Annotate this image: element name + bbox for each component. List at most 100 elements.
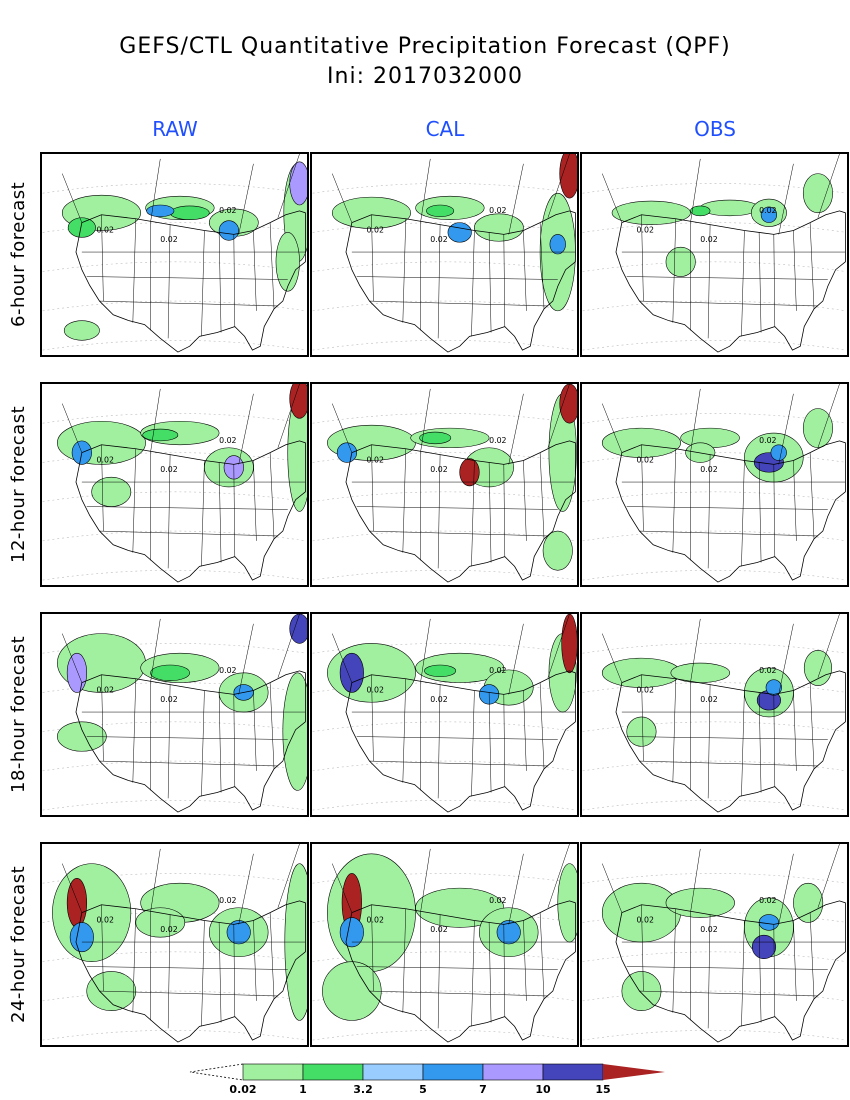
state-border [218,232,222,333]
precip-area [146,204,175,218]
latitude-line [582,340,847,351]
state-border [626,506,828,510]
contour-label: 0.02 [97,455,114,464]
state-border [508,623,524,695]
contour-label: 0.02 [160,235,177,244]
state-border [707,914,711,1029]
latitude-line [582,800,847,811]
state-border [758,462,762,563]
colorbar-tick-label: 10 [535,1083,551,1096]
precip-area [415,887,505,928]
map-svg: 0.02 0.02 0.02 [312,844,577,1043]
latitude-line [42,721,307,732]
precip-area [802,173,833,214]
contour-label: 0.02 [160,695,177,704]
map-panel-cal-6h: 0.02 0.02 0.02 [310,152,579,357]
state-border [602,863,623,913]
latitude-line [42,682,307,693]
state-border [793,460,797,541]
state-border [86,506,288,510]
state-border [269,682,275,769]
colorbar-tick-label: 15 [595,1083,610,1096]
precip-area [760,206,778,223]
state-border [602,403,623,453]
contour-label: 0.02 [700,235,717,244]
state-border [150,388,161,453]
country-outline [345,670,576,813]
state-border [99,990,278,997]
latitude-line [582,452,847,463]
state-border [793,920,797,1001]
state-border [602,173,623,223]
contour-label: 0.02 [700,925,717,934]
map-svg: 0.02 0.02 0.02 [42,614,307,813]
map-panel-raw-24h: 0.02 0.02 0.02 [40,842,309,1047]
state-border [62,173,83,223]
state-border [101,904,104,992]
precip-area [611,200,691,225]
precip-area [218,220,240,241]
latitude-line [312,452,577,463]
state-border [778,623,794,695]
contour-label: 0.02 [759,896,776,905]
state-border [99,530,278,537]
state-border [402,218,407,323]
map-panel-obs-12h: 0.02 0.02 0.02 [580,382,849,587]
state-border [626,966,828,970]
state-border [741,230,745,337]
state-border [503,924,506,1017]
state-border [218,922,222,1023]
contour-label: 0.02 [489,436,506,445]
state-border [277,154,300,218]
colorbar-lower-extension [189,1063,244,1081]
map-svg: 0.02 0.02 0.02 [582,154,847,353]
precip-area [665,246,696,277]
state-border [488,462,492,563]
latitude-line [42,800,307,811]
state-border [672,218,677,323]
contour-label: 0.02 [700,465,717,474]
precip-area [474,213,524,242]
precip-area [626,716,657,747]
state-border [369,300,548,307]
state-border [503,464,506,557]
contour-label: 0.02 [367,685,384,694]
precip-area [289,161,307,206]
state-border [253,690,257,771]
precip-area [770,444,787,461]
state-border [233,924,236,1017]
state-border [369,760,548,767]
state-border [773,924,776,1017]
state-border [508,393,524,465]
precip-area [339,917,364,948]
state-border [437,914,441,1029]
state-border [641,444,644,532]
state-border [626,276,828,280]
latitude-line [312,643,577,654]
latitude-line [42,873,307,884]
country-outline [615,900,846,1043]
state-border [167,224,171,339]
colorbar-tick-label: 3.2 [353,1083,373,1096]
latitude-line [312,912,577,923]
state-border [402,448,407,553]
contour-label: 0.02 [489,206,506,215]
map-svg: 0.02 0.02 0.02 [582,844,847,1043]
latitude-line [582,951,847,962]
latitude-line [582,261,847,272]
latitude-line [42,222,307,233]
state-border [639,760,818,767]
state-border [547,384,570,448]
contour-label: 0.02 [219,896,236,905]
state-border [269,452,275,539]
state-border [690,848,701,913]
state-border [402,908,407,1013]
contour-label: 0.02 [160,465,177,474]
state-border [547,844,570,908]
state-border [332,863,353,913]
precip-area [86,971,137,1011]
state-border [488,692,492,793]
latitude-line [42,990,307,1002]
state-border [253,230,257,311]
state-border [626,736,828,740]
